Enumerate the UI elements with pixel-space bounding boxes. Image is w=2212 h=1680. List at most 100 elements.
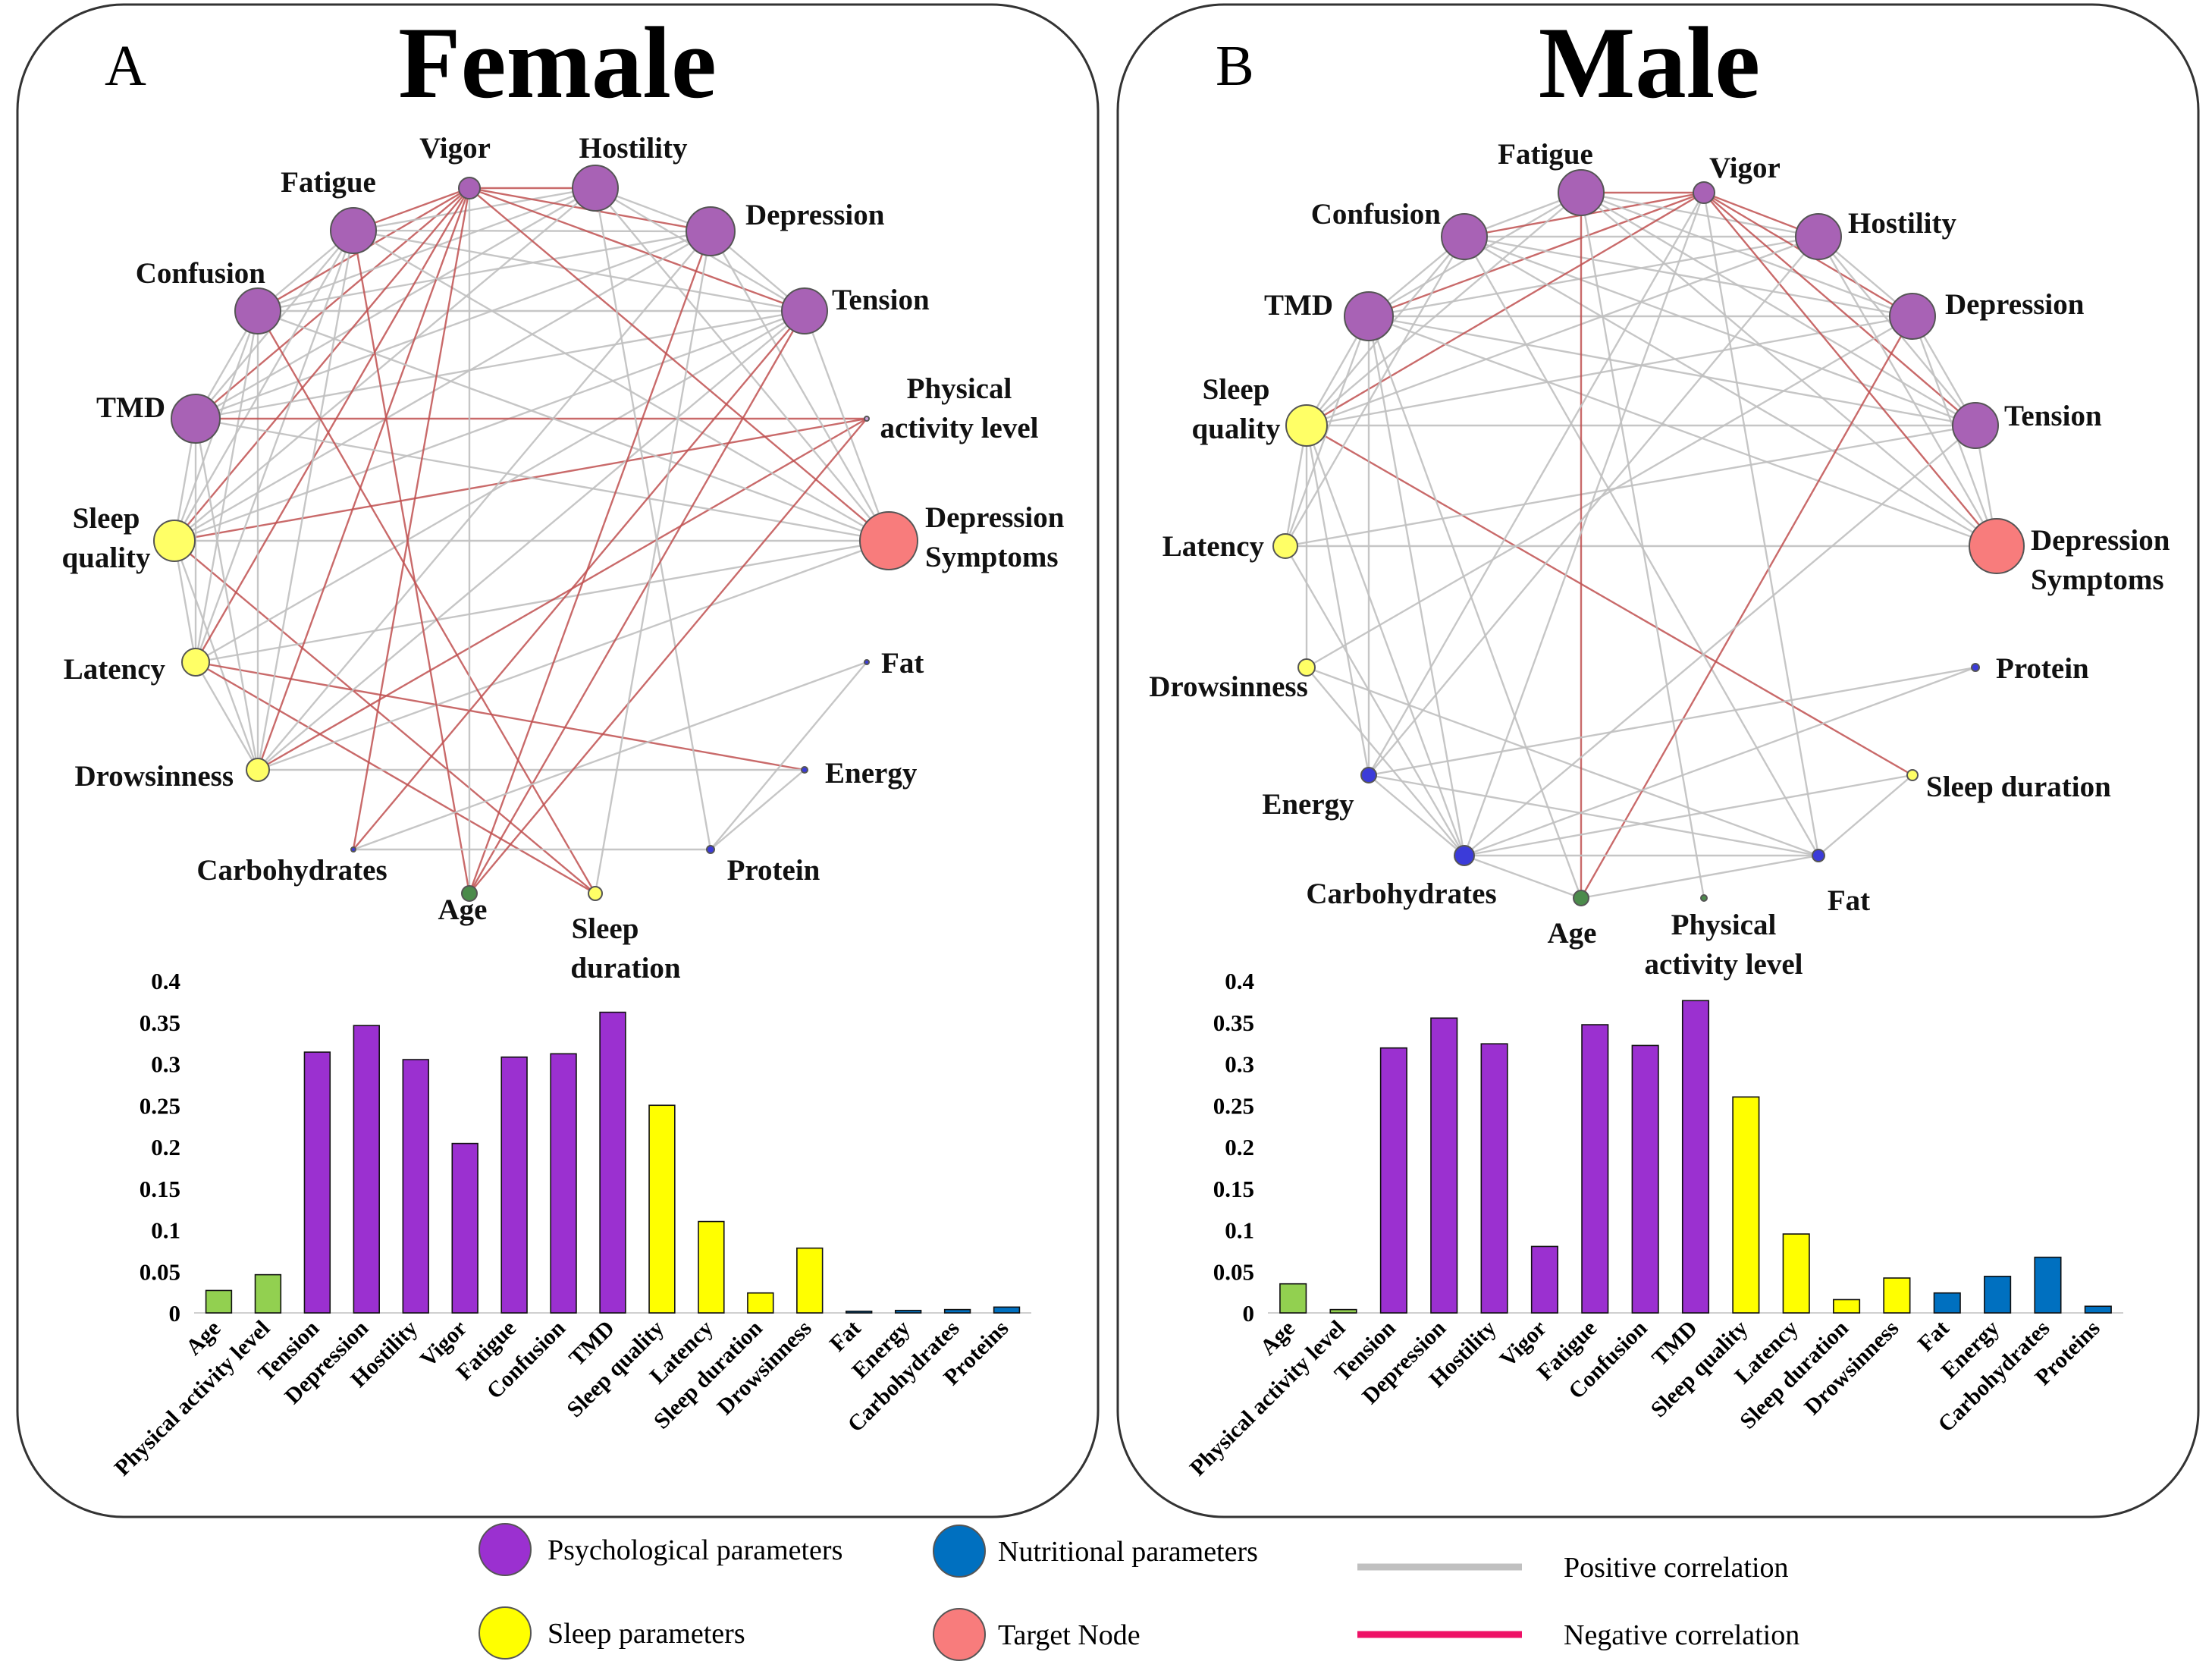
legend-target-swatch	[933, 1608, 986, 1661]
y-tick-label: 0	[169, 1300, 181, 1327]
positive-edge-52	[1368, 236, 1819, 776]
bar	[1581, 1024, 1609, 1314]
legend-nutritional-label: Nutritional parameters	[998, 1536, 1258, 1568]
label-b-physical-1: Physical	[1671, 909, 1777, 941]
positive-edge-51	[195, 417, 890, 542]
positive-edge-12	[353, 187, 596, 232]
panel-a-letter: A	[105, 34, 146, 98]
positive-edge-43	[1464, 235, 1997, 548]
positive-edge-39	[195, 539, 890, 664]
network-b-nodes	[1272, 169, 2025, 906]
node-b-latency	[1272, 533, 1298, 559]
positive-edge-14	[353, 229, 805, 312]
node-b-energy	[1360, 767, 1377, 783]
negative-edge-66	[468, 310, 806, 894]
negative-edge-17	[1703, 192, 1976, 426]
positive-edge-57	[1368, 774, 1465, 856]
node-b-fat	[1812, 849, 1825, 862]
label-b-carbohydrates: Carbohydrates	[1306, 878, 1496, 910]
bar	[353, 1025, 380, 1314]
positive-edge-42	[1367, 316, 1583, 899]
negative-edge-71	[469, 418, 868, 894]
y-tick-label: 0.3	[151, 1051, 180, 1078]
network-b-edges	[1284, 191, 1998, 900]
legend-psychological-label: Psychological parameters	[548, 1534, 842, 1566]
positive-edge-34	[1284, 236, 1466, 547]
legend: Psychological parameters Sleep parameter…	[478, 1523, 1799, 1661]
positive-edge-9	[257, 230, 711, 312]
negative-edge-27	[174, 187, 470, 542]
bar	[1279, 1283, 1307, 1314]
positive-edge-53	[257, 309, 890, 542]
bar	[1530, 1245, 1558, 1314]
positive-edge-49	[1367, 192, 1705, 776]
label-b-drowsiness: Drowsinness	[1149, 670, 1308, 703]
positive-edge-46	[257, 310, 805, 771]
negative-edge-17	[469, 187, 805, 312]
node-b-depression	[1889, 293, 1936, 340]
label-b-sleep-quality-1: Sleep	[1203, 373, 1270, 406]
label-a-tension: Tension	[832, 284, 930, 316]
node-a-confusion	[234, 287, 281, 334]
label-a-age: Age	[438, 893, 488, 926]
positive-edge-42	[194, 418, 259, 771]
y-tick-label: 0.25	[140, 1092, 180, 1119]
label-a-depression: Depression	[745, 199, 885, 231]
bar-chart-male: 00.050.10.150.20.250.30.350.4AgePhysical…	[1185, 968, 2123, 1481]
node-a-protein	[706, 845, 715, 854]
node-b-fatigue	[1558, 169, 1605, 216]
negative-edge-54	[1580, 316, 1914, 899]
node-b-sleep-quality	[1285, 404, 1328, 447]
label-a-physical-2: activity level	[880, 412, 1039, 444]
positive-edge-58	[1368, 774, 1819, 857]
positive-edge-41	[194, 661, 259, 771]
bar	[894, 1309, 922, 1314]
bar	[698, 1220, 725, 1314]
positive-edge-38	[1306, 666, 1819, 857]
label-a-confusion: Confusion	[136, 257, 266, 290]
node-a-tmd	[171, 394, 221, 444]
positive-edge-5	[1368, 315, 1976, 427]
positive-edge-24	[174, 187, 596, 542]
label-b-sleep-duration: Sleep duration	[1926, 771, 2111, 803]
positive-edge-51	[1817, 236, 1998, 547]
label-a-depression-symptoms-1: Depression	[925, 501, 1065, 534]
node-a-sleep-quality	[153, 520, 196, 562]
bar	[1329, 1308, 1357, 1314]
negative-edge-63	[468, 231, 712, 894]
positive-edge-36	[195, 309, 805, 664]
bar	[796, 1247, 824, 1314]
bar	[303, 1051, 331, 1314]
positive-edge-3	[1368, 235, 1819, 318]
positive-edge-62	[709, 231, 890, 542]
label-b-depression-symptoms-2: Symptoms	[2031, 564, 2164, 596]
positive-edge-56	[353, 229, 890, 542]
positive-edge-65	[1818, 774, 1913, 856]
negative-edge-37	[195, 661, 805, 771]
bar	[2034, 1256, 2062, 1314]
positive-edge-3	[195, 187, 596, 420]
positive-edge-40	[1306, 667, 1465, 856]
positive-edge-41	[1368, 315, 1997, 548]
label-a-vigor: Vigor	[419, 132, 491, 165]
y-tick-label: 0.25	[1213, 1092, 1254, 1119]
network-a-nodes	[153, 165, 918, 902]
label-b-latency: Latency	[1162, 530, 1265, 563]
positive-edge-13	[1580, 191, 1913, 318]
positive-edge-68	[1702, 192, 1820, 856]
label-b-depression-symptoms-1: Depression	[2031, 524, 2170, 557]
positive-edge-9	[1464, 235, 1913, 318]
negative-edge-38	[195, 661, 596, 895]
negative-edge-48	[1703, 192, 1997, 547]
positive-edge-24	[1306, 235, 1819, 427]
bar	[1430, 1017, 1458, 1314]
bar	[550, 1053, 577, 1314]
node-a-latency	[181, 648, 210, 677]
label-a-depression-symptoms-2: Symptoms	[925, 541, 1059, 573]
bar	[599, 1011, 626, 1314]
node-b-drowsiness	[1297, 658, 1316, 677]
label-a-fatigue: Fatigue	[281, 166, 376, 199]
label-b-fat: Fat	[1828, 884, 1870, 917]
positive-edge-5	[195, 309, 805, 420]
positive-edge-14	[1580, 191, 1976, 427]
